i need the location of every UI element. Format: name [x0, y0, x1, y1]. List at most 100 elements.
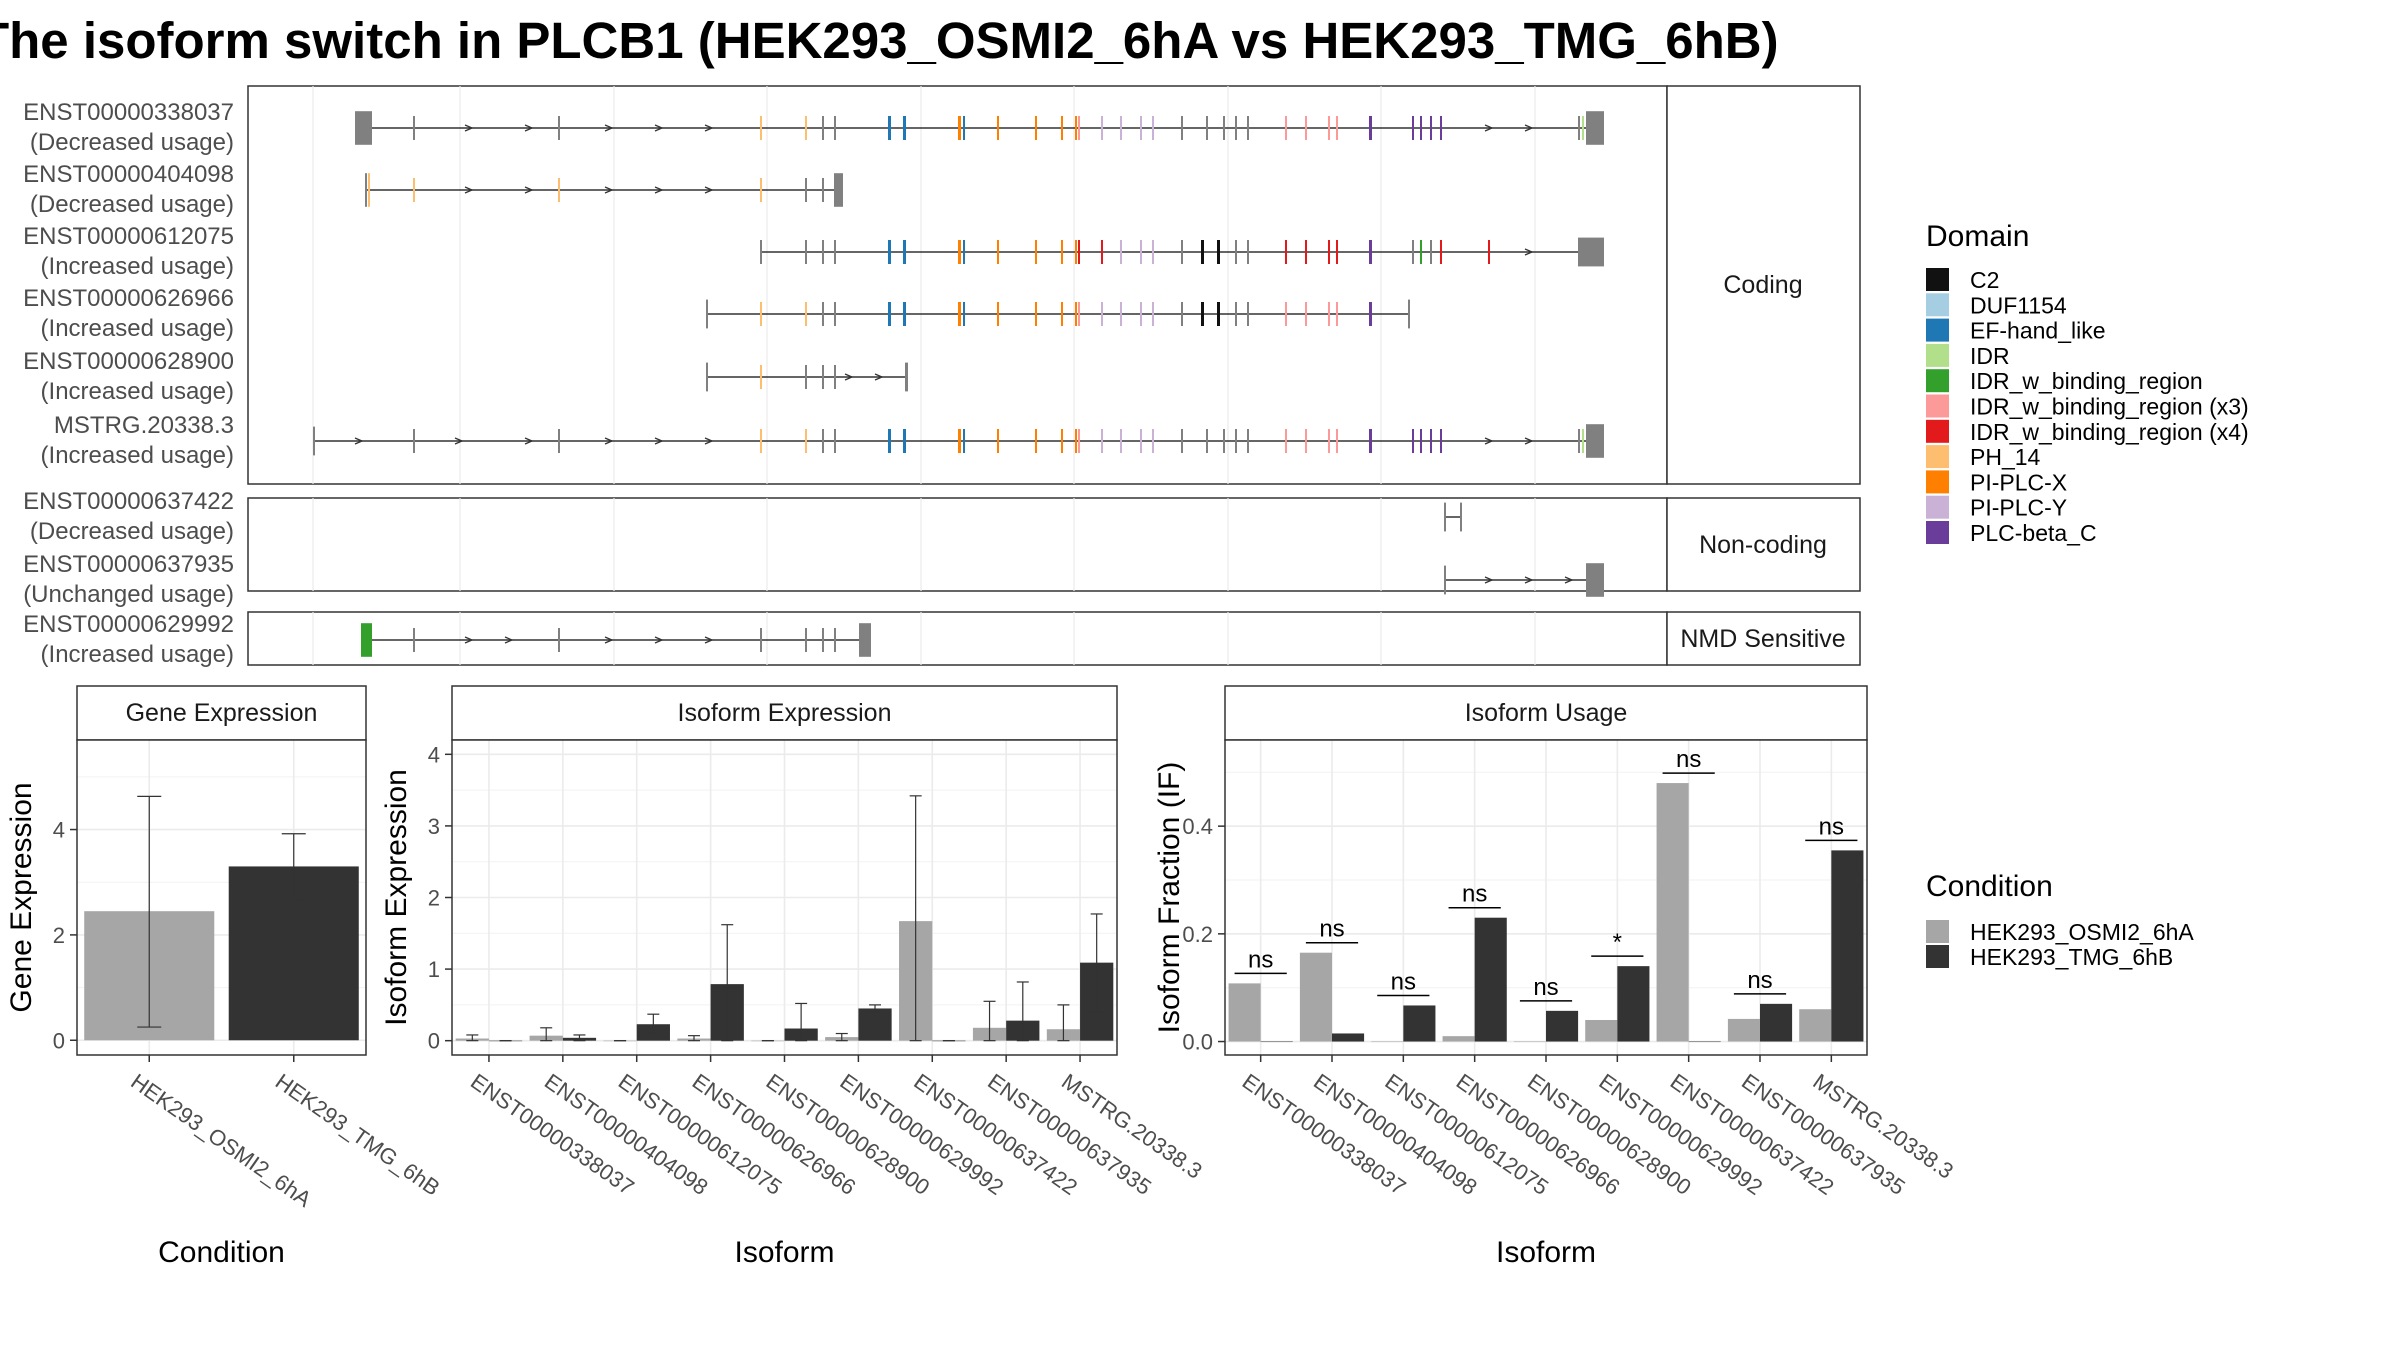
- exon: [1578, 429, 1580, 453]
- exon: [361, 623, 372, 657]
- exon: [760, 628, 762, 652]
- strand-arrow: [464, 186, 474, 194]
- structure-panel-1: [247, 497, 1668, 592]
- transcript-id: ENST00000626966: [23, 285, 234, 312]
- strip-noncoding: [1666, 497, 1861, 592]
- strip-nmd-label: NMD Sensitive: [1680, 625, 1845, 653]
- domain-legend-label: PI-PLC-X: [1970, 469, 2067, 495]
- exon: [1305, 240, 1307, 264]
- strand-arrow: [604, 437, 614, 445]
- exon: [413, 178, 415, 202]
- panel-title: Isoform Usage: [1465, 699, 1628, 727]
- exon: [760, 178, 762, 202]
- transcript-usage: (Increased usage): [41, 641, 234, 668]
- condition-legend-title: Condition: [1926, 870, 2053, 903]
- strand-arrow: [524, 186, 534, 194]
- exon: [1140, 240, 1142, 264]
- exon: [1152, 429, 1154, 453]
- condition-legend-key: [1926, 945, 1949, 968]
- exon: [1235, 302, 1237, 326]
- strand-arrow: [1564, 576, 1574, 584]
- exon: [1369, 116, 1372, 140]
- bar: [1831, 850, 1864, 1042]
- exon: [822, 429, 824, 453]
- exon: [1578, 237, 1604, 267]
- exon: [1430, 240, 1432, 264]
- strand-arrow: [1484, 437, 1494, 445]
- exon: [1247, 302, 1249, 326]
- exon: [1075, 429, 1077, 453]
- domain-legend-key: [1926, 343, 1949, 367]
- exon: [760, 240, 762, 264]
- transcript-id: ENST00000628900: [23, 348, 234, 375]
- domain-legend-label: PH_14: [1970, 444, 2041, 470]
- exon: [1235, 240, 1237, 264]
- bar: [1546, 1010, 1579, 1042]
- exon: [1035, 116, 1037, 140]
- bar: [1617, 966, 1650, 1042]
- x-axis-title: Condition: [158, 1236, 285, 1269]
- exon: [1181, 302, 1183, 326]
- domain-legend-label: IDR_w_binding_region (x3): [1970, 394, 2249, 420]
- exon: [903, 116, 906, 140]
- exon: [1035, 429, 1037, 453]
- bar: [1474, 917, 1507, 1042]
- transcript-track: [760, 237, 1604, 267]
- domain-legend-key: [1926, 394, 1949, 418]
- exon: [963, 116, 965, 140]
- bar: [1332, 1033, 1365, 1042]
- exon: [822, 628, 824, 652]
- exon: [1305, 302, 1307, 326]
- significance-label: ns: [1533, 974, 1558, 1001]
- exon: [1328, 116, 1330, 140]
- domain-legend-label: C2: [1970, 267, 1999, 293]
- plot-border: [76, 739, 367, 1056]
- exon: [997, 429, 999, 453]
- transcript-id: ENST00000338037: [23, 99, 234, 126]
- exon: [1140, 429, 1142, 453]
- exon: [963, 429, 965, 453]
- bar: [1760, 1003, 1793, 1042]
- exon: [368, 173, 370, 207]
- exon: [1035, 302, 1037, 326]
- gene-structure-panels: [247, 85, 1668, 666]
- exon: [997, 302, 999, 326]
- exon: [1412, 240, 1414, 264]
- exon: [963, 240, 965, 264]
- exon: [760, 429, 762, 453]
- exon: [1412, 429, 1414, 453]
- exon: [413, 429, 415, 453]
- exon: [1328, 429, 1330, 453]
- bar: [1299, 952, 1332, 1042]
- exon: [1078, 302, 1080, 326]
- exon: [1369, 429, 1372, 453]
- exon: [1586, 563, 1604, 597]
- exon: [958, 240, 961, 264]
- exon: [1101, 302, 1103, 326]
- strand-arrow: [604, 186, 614, 194]
- exon: [859, 623, 871, 657]
- exon: [1285, 429, 1287, 453]
- exon: [413, 116, 415, 140]
- y-axis-title: Gene Expression: [5, 782, 38, 1012]
- exon: [834, 116, 836, 140]
- exon: [1420, 116, 1422, 140]
- y-tick-label: 3: [428, 814, 440, 839]
- strand-arrow: [704, 186, 714, 194]
- panel-strip: [451, 685, 1118, 741]
- exon: [1336, 429, 1338, 453]
- y-axis-title: Isoform Expression: [380, 769, 413, 1026]
- domain-legend-label: IDR_w_binding_region (x4): [1970, 419, 2249, 445]
- exon: [558, 628, 560, 652]
- exon: [1075, 240, 1077, 264]
- strip-nmd: [1666, 611, 1861, 666]
- transcript-track: [361, 623, 871, 657]
- strand-arrow: [464, 636, 474, 644]
- transcript-usage: (Unchanged usage): [23, 581, 234, 608]
- strand-arrow: [1524, 437, 1534, 445]
- exon: [1328, 240, 1330, 264]
- exon: [706, 362, 708, 392]
- domain-legend-label: IDR_w_binding_region: [1970, 368, 2203, 394]
- y-tick-label: 0.4: [1182, 814, 1213, 839]
- exon: [805, 178, 807, 202]
